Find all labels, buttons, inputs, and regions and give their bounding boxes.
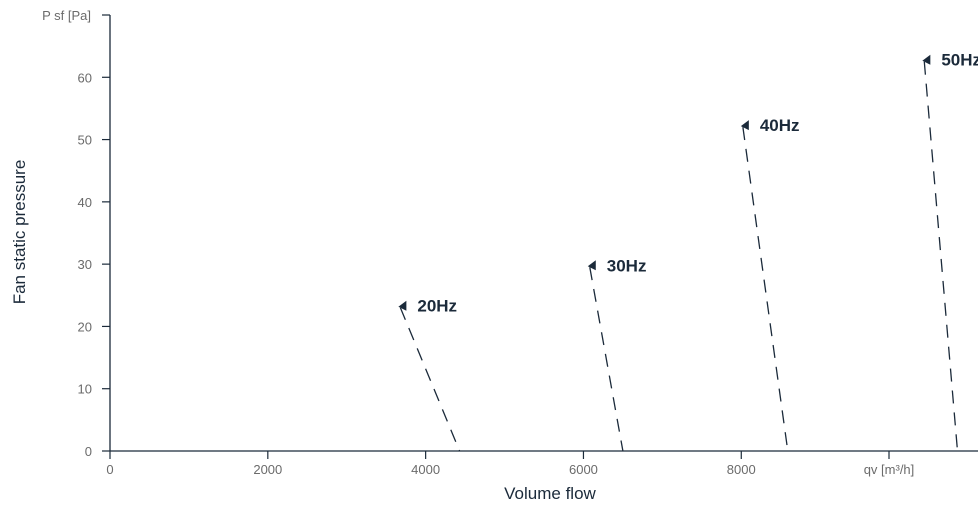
x-tick-label-4000: 4000 <box>411 462 440 477</box>
series-40Hz: 40Hz <box>740 116 800 452</box>
series-20Hz: 20Hz <box>398 297 461 452</box>
series-marker-30Hz <box>587 260 596 271</box>
x-tick-label-2000: 2000 <box>253 462 282 477</box>
series-label-30Hz: 30Hz <box>607 256 647 275</box>
series-line-30Hz <box>589 267 624 452</box>
y-tick-label-0: 0 <box>85 444 92 459</box>
x-tick-label-6000: 6000 <box>569 462 598 477</box>
y-axis-unit-label: P sf [Pa] <box>42 8 91 23</box>
series-line-50Hz <box>923 61 959 452</box>
series-line-40Hz <box>742 127 789 452</box>
y-tick-label-40: 40 <box>78 195 92 210</box>
series-line-20Hz <box>399 307 461 452</box>
y-tick-label-30: 30 <box>78 257 92 272</box>
series-label-20Hz: 20Hz <box>417 297 457 316</box>
x-tick-label-0: 0 <box>106 462 113 477</box>
y-axis-title: Fan static pressure <box>10 160 29 305</box>
series-marker-50Hz <box>922 54 931 65</box>
x-axis-title: Volume flow <box>504 484 596 503</box>
series-label-50Hz: 50Hz <box>941 51 978 70</box>
x-axis-unit-label: qv [m³/h] <box>864 462 915 477</box>
x-tick-label-8000: 8000 <box>727 462 756 477</box>
series-marker-40Hz <box>740 120 749 131</box>
y-tick-label-50: 50 <box>78 133 92 148</box>
y-tick-label-20: 20 <box>78 319 92 334</box>
series-marker-20Hz <box>398 300 407 311</box>
y-tick-label-60: 60 <box>78 70 92 85</box>
y-tick-label-10: 10 <box>78 382 92 397</box>
series-layer: 20Hz 30Hz 40Hz 50Hz <box>398 51 978 452</box>
series-30Hz: 30Hz <box>587 256 647 452</box>
axes: 0 10 20 30 40 50 60 0 2000 4000 6000 8000 <box>78 14 978 477</box>
series-label-40Hz: 40Hz <box>760 116 800 135</box>
series-50Hz: 50Hz <box>922 51 978 452</box>
